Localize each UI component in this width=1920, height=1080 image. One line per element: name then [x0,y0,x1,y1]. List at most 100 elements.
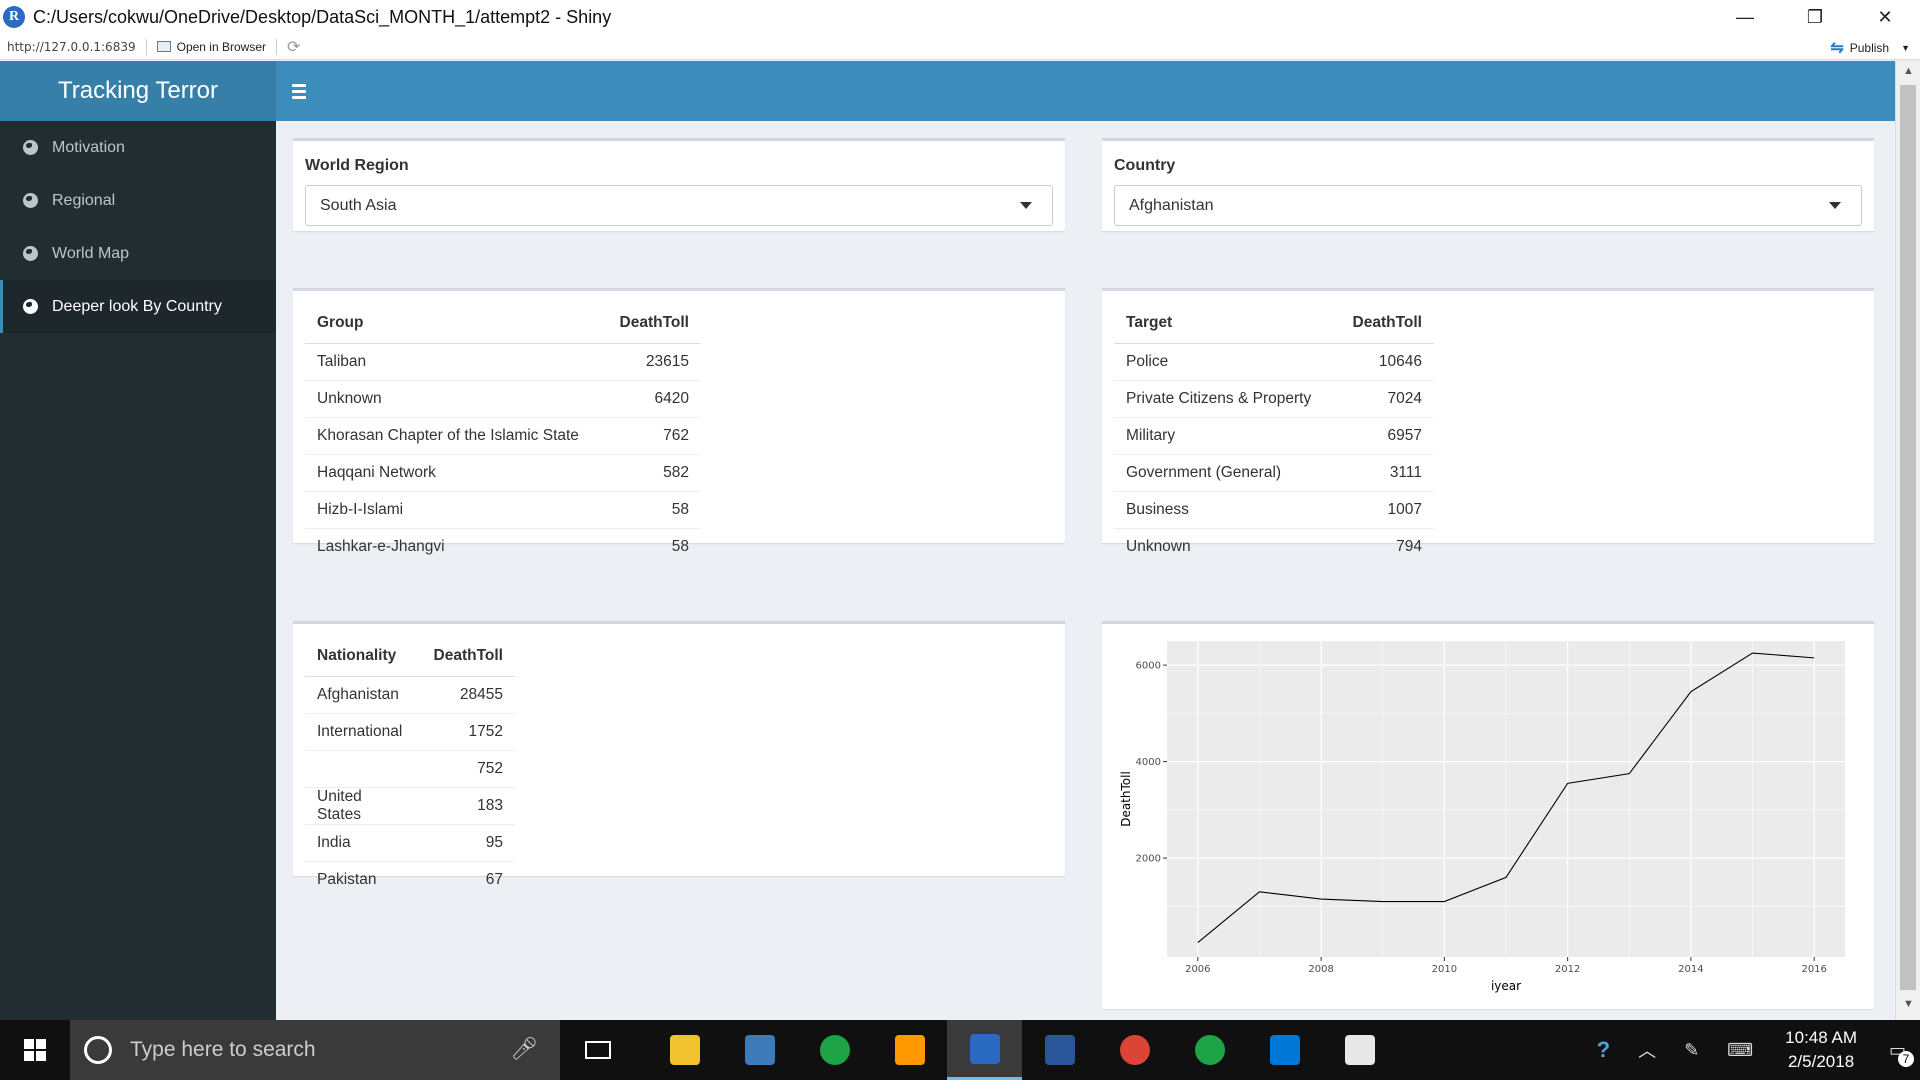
cortana-icon [84,1036,112,1064]
vertical-scrollbar[interactable]: ▲ ▼ [1895,61,1920,1020]
sidebar-item-motivation[interactable]: Motivation [0,121,276,174]
region-select[interactable]: South Asia [305,185,1053,226]
group-name-cell: Unknown [305,380,604,418]
region-select-value: South Asia [320,196,397,214]
country-select[interactable]: Afghanistan [1114,185,1862,226]
publish-icon: ⇋ [1830,40,1844,57]
rstudio-icon [969,1033,1000,1064]
death-toll-cell: 28455 [421,676,515,714]
nationality-cell: International [305,713,422,751]
globe-icon [23,140,38,155]
group-name-cell: Taliban [305,343,604,381]
keyboard-icon[interactable]: ⌨ [1727,1039,1754,1060]
sidebar-item-deeper-look[interactable]: Deeper look By Country [0,280,276,333]
death-toll-cell: 794 [1396,537,1422,555]
death-toll-cell: 95 [421,824,515,862]
x-tick-label: 2012 [1555,964,1580,975]
sidebar-toggle-icon[interactable] [292,80,314,102]
rstudio-logo-icon: R [3,6,25,28]
scroll-down-icon[interactable]: ▼ [1903,998,1914,1010]
x-axis-title: iyear [1491,979,1521,993]
maximize-button[interactable]: ❐ [1806,6,1824,27]
refresh-icon[interactable]: ⟳ [286,38,301,56]
x-tick-label: 2006 [1185,964,1210,975]
system-clock[interactable]: 10:48 AM 2/5/2018 [1767,1026,1875,1074]
taskbar-app-word[interactable] [1022,1020,1097,1080]
help-icon[interactable]: ? [1596,1037,1611,1062]
taskbar-app-edge[interactable] [1247,1020,1322,1080]
sidebar-item-label: Regional [52,191,116,209]
death-toll-cell: 3111 [1335,454,1434,492]
word-icon [1044,1035,1075,1065]
taskbar-app-rstudio[interactable] [947,1020,1022,1080]
taskbar-app-spinner-app-2[interactable] [1172,1020,1247,1080]
target-name-cell: Government (General) [1114,454,1336,492]
death-toll-cell: 752 [421,750,515,788]
close-button[interactable]: ✕ [1877,6,1893,27]
scrollbar-thumb[interactable] [1900,85,1916,990]
window-controls: — ❐ ✕ [1710,0,1920,34]
x-tick-label: 2010 [1432,964,1457,975]
scroll-up-icon[interactable]: ▲ [1903,65,1914,77]
table-row: Afghanistan 28455 [305,676,515,714]
table-row: Unknown 794 [1114,528,1434,565]
microphone-icon[interactable]: 🎤︎ [510,1036,538,1061]
region-select-label: World Region [305,157,409,174]
group-name-cell: Haqqani Network [305,454,604,492]
caret-down-icon [1829,202,1841,209]
open-in-browser-button[interactable]: Open in Browser [156,40,266,54]
table-row: Pakistan 67 [305,861,515,898]
taskbar-app-python-file[interactable] [722,1020,797,1080]
group-table-box: Group DeathToll Taliban 23615 Unknown 6420… [293,288,1065,555]
death-toll-cell: 7024 [1335,380,1434,418]
windows-logo-icon [24,1039,46,1061]
table-row: Military 6957 [1114,417,1434,455]
notifications-icon[interactable]: ▭ 7 [1875,1040,1920,1067]
group-name-cell: Khorasan Chapter of the Islamic State [305,417,604,455]
group-name-cell: Hizb-I-Islami [305,491,604,529]
task-view-button[interactable] [560,1020,635,1080]
taskbar-app-file-explorer[interactable] [647,1020,722,1080]
country-select-value: Afghanistan [1129,196,1214,214]
sidebar-item-regional[interactable]: Regional [0,174,276,227]
sidebar-item-label: World Map [52,244,130,262]
clock-date: 2/5/2018 [1787,1052,1855,1071]
table-row: Taliban 23615 [305,343,701,381]
table-row: United States 183 [305,787,515,825]
window-titlebar: R C:/Users/cokwu/OneDrive/Desktop/DataSc… [0,0,1920,34]
taskbar-app-paint[interactable] [1322,1020,1397,1080]
sidebar-item-label: Deeper look By Country [52,297,222,315]
target-name-cell: Private Citizens & Property [1114,380,1336,418]
nationality-cell: Afghanistan [305,676,422,714]
start-button[interactable] [0,1020,70,1080]
shiny-dashboard: Tracking Terror Motivation Regional Worl… [0,61,1895,1020]
edge-icon [1269,1035,1300,1065]
minimize-button[interactable]: — [1736,6,1754,27]
death-toll-cell: 582 [603,454,701,492]
table-row: Private Citizens & Property 7024 [1114,380,1434,418]
table-header-row: Nationality DeathToll [305,636,515,677]
target-table-box: Target DeathToll Police 10646 Private Cit… [1102,288,1874,555]
nationality-table-box: Nationality DeathToll Afghanistan 28455 I… [293,621,1065,888]
table-row: 752 [305,750,515,788]
chevron-up-icon[interactable]: ︿ [1638,1041,1657,1061]
country-select-box: Country Afghanistan [1102,138,1874,231]
group-table: Group DeathToll Taliban 23615 Unknown 6420… [305,303,701,565]
taskbar-app-chrome[interactable] [1097,1020,1172,1080]
taskbar-apps [647,1020,1397,1080]
taskbar-search[interactable]: Type here to search 🎤︎ [70,1020,560,1080]
publish-button[interactable]: ⇋ Publish ▼ [1830,38,1910,58]
app-brand[interactable]: Tracking Terror [0,61,276,121]
sidebar-item-world-map[interactable]: World Map [0,227,276,280]
table-row: Business 1007 [1114,491,1434,529]
x-tick-label: 2014 [1678,964,1703,975]
notification-count: 7 [1898,1050,1914,1067]
taskbar-app-spinner-app[interactable] [797,1020,872,1080]
taskbar-app-sublime-text[interactable] [872,1020,947,1080]
death-toll-cell: 1007 [1335,491,1434,529]
pen-icon[interactable]: ✎ [1684,1039,1700,1060]
death-toll-cell: 10646 [1335,343,1434,381]
death-toll-cell: 58 [603,491,701,529]
top-navbar [276,61,1895,121]
sidebar: Motivation Regional World Map Deeper loo… [0,121,276,1020]
